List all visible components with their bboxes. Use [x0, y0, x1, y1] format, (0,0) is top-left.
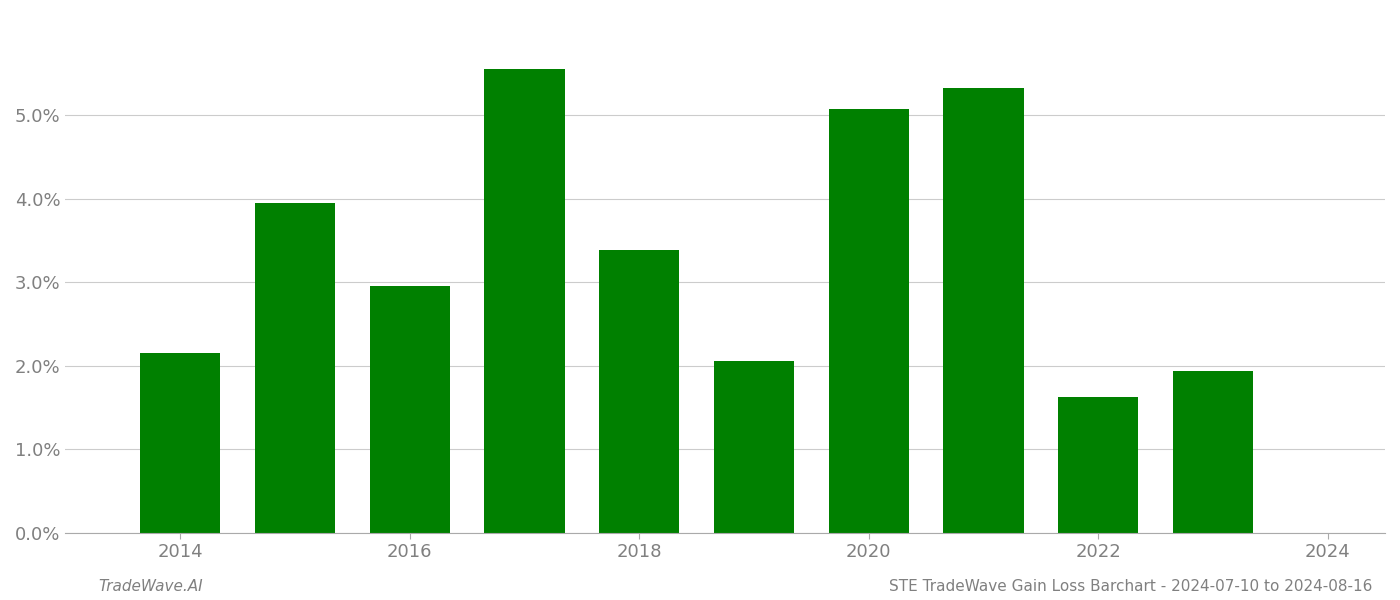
- Bar: [944, 88, 1023, 533]
- Text: STE TradeWave Gain Loss Barchart - 2024-07-10 to 2024-08-16: STE TradeWave Gain Loss Barchart - 2024-…: [889, 579, 1372, 594]
- Bar: [1173, 371, 1253, 533]
- Bar: [255, 203, 335, 533]
- Bar: [714, 361, 794, 533]
- Text: TradeWave.AI: TradeWave.AI: [98, 579, 203, 594]
- Bar: [484, 69, 564, 533]
- Bar: [829, 109, 909, 533]
- Bar: [1058, 397, 1138, 533]
- Bar: [370, 286, 449, 533]
- Bar: [140, 353, 220, 533]
- Bar: [599, 250, 679, 533]
